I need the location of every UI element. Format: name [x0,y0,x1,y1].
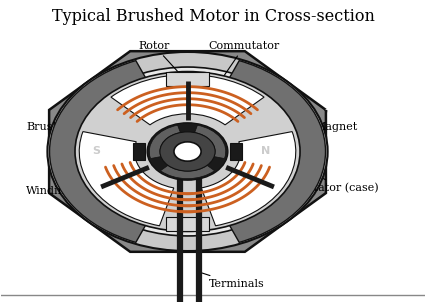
Circle shape [147,123,228,180]
Wedge shape [149,125,180,158]
Text: Windings: Windings [26,185,147,196]
Wedge shape [201,132,296,226]
Wedge shape [227,61,325,242]
Text: Magnet: Magnet [313,122,358,138]
Circle shape [174,142,201,161]
Circle shape [47,52,328,251]
Text: Rotor: Rotor [139,41,181,75]
Text: Typical Brushed Motor in Cross-section: Typical Brushed Motor in Cross-section [52,8,374,25]
Wedge shape [79,132,174,226]
Text: Terminals: Terminals [202,273,265,289]
Wedge shape [161,165,215,179]
Polygon shape [49,51,326,252]
Wedge shape [111,75,264,125]
FancyBboxPatch shape [166,72,209,86]
Wedge shape [49,61,148,242]
Text: S: S [92,146,100,157]
FancyBboxPatch shape [133,143,145,160]
FancyBboxPatch shape [166,217,209,231]
Circle shape [75,72,300,231]
Text: Stator (case): Stator (case) [306,179,379,193]
Circle shape [160,132,215,171]
Wedge shape [195,125,226,158]
Text: N: N [262,146,271,157]
Circle shape [69,67,306,236]
Text: Commutator: Commutator [196,41,280,118]
FancyBboxPatch shape [230,143,242,160]
Text: Brushes: Brushes [26,122,140,148]
